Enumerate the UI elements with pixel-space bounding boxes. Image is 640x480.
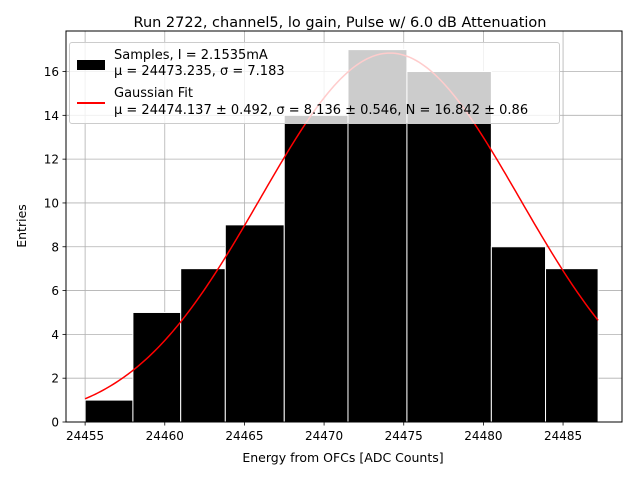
histogram-bar xyxy=(490,246,547,423)
y-tick-label: 12 xyxy=(44,153,59,167)
histogram-bar xyxy=(180,268,226,423)
histogram-bar xyxy=(545,268,599,423)
x-tick-label: 24485 xyxy=(544,429,582,443)
y-tick-label: 2 xyxy=(51,372,59,386)
legend-fit-swatch xyxy=(77,102,105,104)
y-tick-label: 10 xyxy=(44,196,59,210)
y-tick-label: 8 xyxy=(51,240,59,254)
legend-samples-swatch xyxy=(77,60,105,70)
histogram-bar xyxy=(224,224,285,423)
y-tick-label: 14 xyxy=(44,109,59,123)
histogram-bar xyxy=(406,71,492,423)
y-tick-label: 4 xyxy=(51,328,59,342)
x-tick-label: 24480 xyxy=(464,429,502,443)
legend-samples-line1: Samples, I = 2.1535mA xyxy=(114,48,268,63)
legend-fit-line1: Gaussian Fit xyxy=(114,86,194,101)
legend-fit-line2: μ = 24474.137 ± 0.492, σ = 8.136 ± 0.546… xyxy=(114,103,529,118)
histogram-bar xyxy=(132,311,182,423)
histogram-bar xyxy=(84,399,134,423)
y-tick-label: 0 xyxy=(51,416,59,430)
x-axis-ticks: 24455 24460 24465 24470 24475 24480 24485 xyxy=(66,422,582,443)
y-axis-ticks: 0 2 4 6 8 10 12 14 16 xyxy=(44,65,66,430)
x-tick-label: 24475 xyxy=(385,429,423,443)
x-tick-label: 24460 xyxy=(146,429,184,443)
plot-frame xyxy=(65,30,623,423)
histogram-bar xyxy=(283,114,349,423)
y-tick-label: 16 xyxy=(44,65,59,79)
x-tick-label: 24465 xyxy=(225,429,263,443)
legend-samples-line2: μ = 24473.235, σ = 7.183 xyxy=(114,64,285,79)
legend: Samples, I = 2.1535mA μ = 24473.235, σ =… xyxy=(69,42,560,124)
x-tick-label: 24470 xyxy=(305,429,343,443)
chart-title: Run 2722, channel5, lo gain, Pulse w/ 6.… xyxy=(134,15,547,31)
y-axis-label: Entries xyxy=(14,204,29,248)
x-axis-label: Energy from OFCs [ADC Counts] xyxy=(242,450,443,465)
y-tick-label: 6 xyxy=(51,284,59,298)
x-tick-label: 24455 xyxy=(66,429,104,443)
